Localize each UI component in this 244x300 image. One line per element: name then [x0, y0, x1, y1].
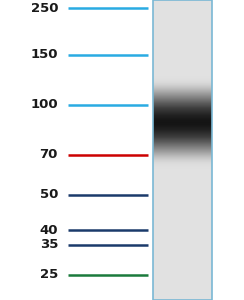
Text: 25: 25 — [40, 268, 58, 281]
Text: 150: 150 — [30, 49, 58, 62]
Bar — [153, 0, 212, 300]
Text: 100: 100 — [30, 98, 58, 112]
Bar — [153, 0, 212, 300]
Text: 40: 40 — [40, 224, 58, 236]
Text: 250: 250 — [30, 2, 58, 14]
Text: 35: 35 — [40, 238, 58, 251]
Text: 70: 70 — [40, 148, 58, 161]
Text: 50: 50 — [40, 188, 58, 202]
